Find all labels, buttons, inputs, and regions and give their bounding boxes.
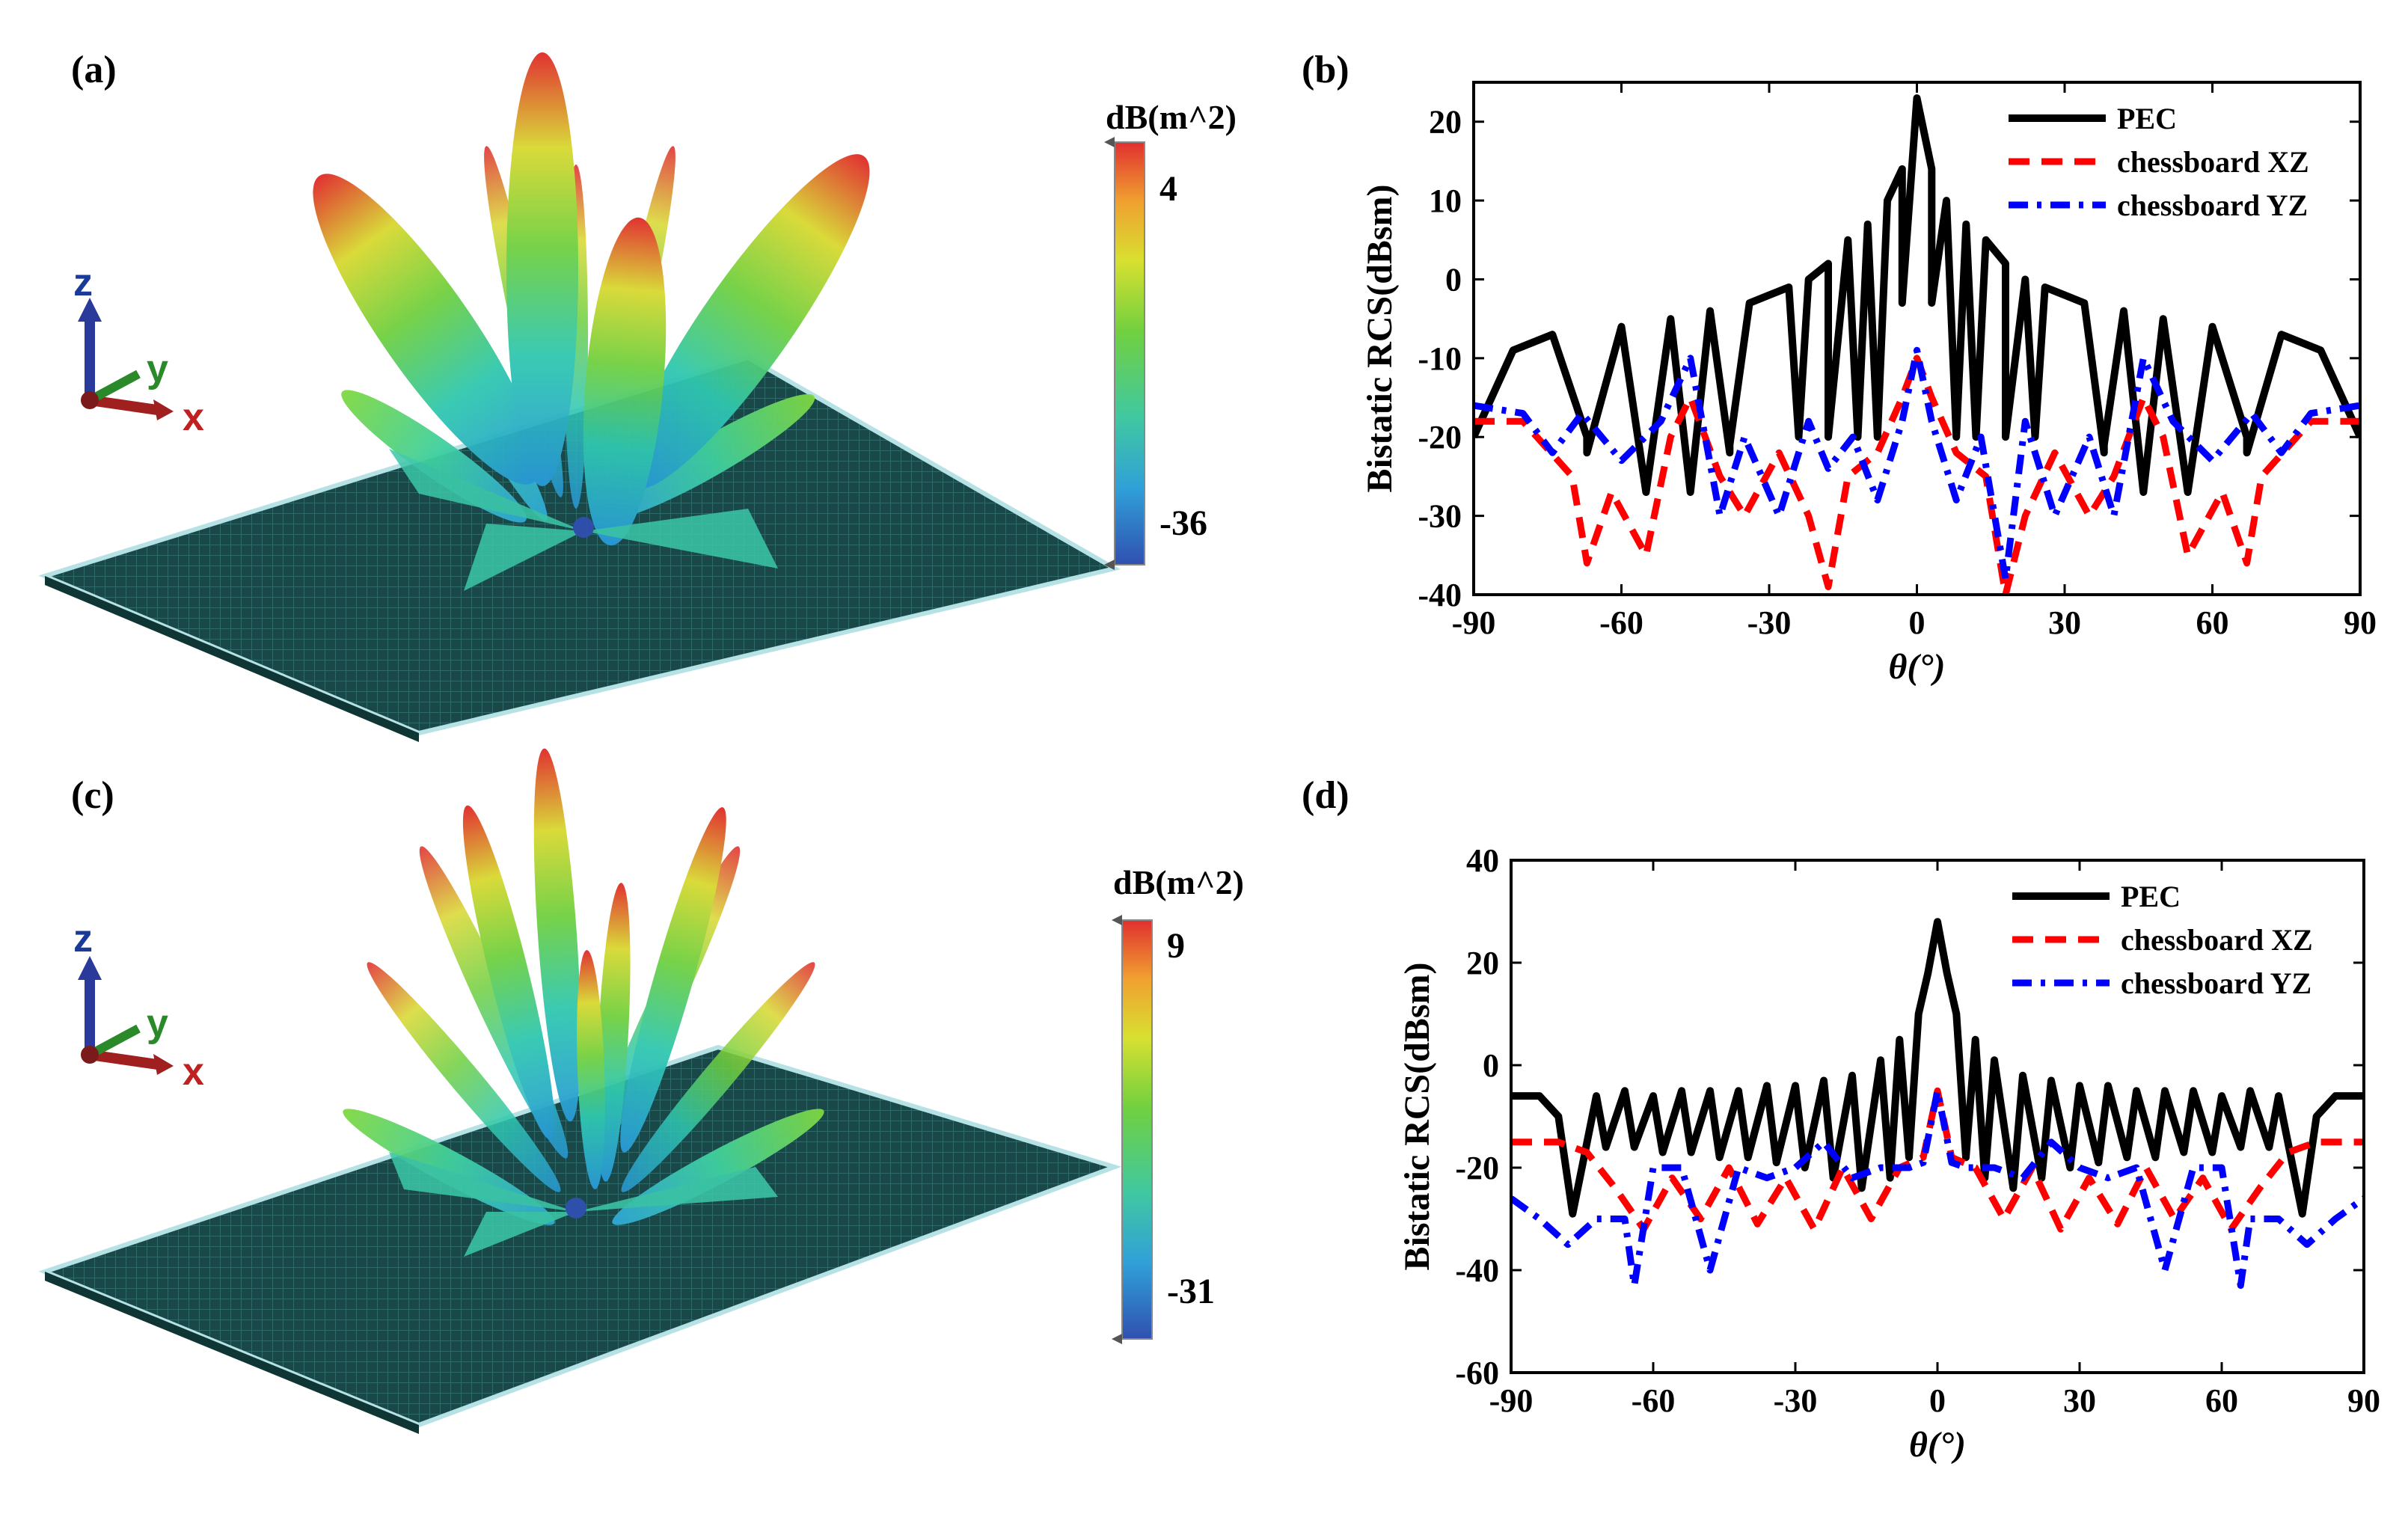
x-tick-label: 0 [1929, 1382, 1946, 1419]
panel-b: (b) -90 -60 -30 0 30 60 90 -40 -30 -20 -10 0 10 20 θ(°… [1302, 49, 2377, 687]
radiation-lobes [343, 748, 824, 1257]
panel-label-a: (a) [71, 49, 117, 91]
y-tick-label: 0 [1483, 1047, 1499, 1084]
y-tick-label: 40 [1466, 842, 1499, 879]
x-tick-label: -90 [1489, 1382, 1534, 1419]
colorbar-a: dB(m^2) 4 -36 [1104, 98, 1237, 570]
y-axis-title: Bistatic RCS(dBsm) [1360, 184, 1400, 492]
legend-label: chessboard XZ [2121, 923, 2313, 957]
chart-d: -90 -60 -30 0 30 60 90-60-40-2002040θ(°)Bistat… [1397, 842, 2380, 1465]
y-tick-label: 0 [1445, 261, 1462, 298]
legend: PEC chessboard XZ chessboard YZ [2009, 102, 2309, 222]
y-tick-label: 20 [1429, 104, 1462, 141]
y-tick-label: -40 [1418, 577, 1462, 613]
x-tick-label: -60 [1599, 604, 1643, 641]
x-axis-title: θ(°) [1888, 647, 1945, 687]
axis-label-x: x [183, 1050, 204, 1094]
series-line-chessboard-xz [1511, 1087, 2364, 1233]
x-tick-label: 60 [2196, 604, 2229, 641]
axes-triad-c: z y x [73, 917, 204, 1094]
colorbar-title: dB(m^2) [1106, 98, 1237, 136]
colorbar-min-label: -36 [1159, 503, 1207, 543]
y-tick-label: -30 [1418, 498, 1462, 535]
axis-label-y: y [147, 1002, 168, 1045]
y-tick-label: -20 [1418, 419, 1462, 456]
colorbar-max-label: 9 [1167, 926, 1185, 966]
y-axis-title: Bistatic RCS(dBsm) [1397, 962, 1437, 1270]
x-tick-label: 90 [2347, 1382, 2380, 1419]
plate-edge [45, 576, 419, 742]
panel-label-d: (d) [1302, 774, 1349, 817]
panel-label-c: (c) [71, 774, 114, 817]
y-tick-label: 20 [1466, 945, 1499, 981]
x-tick-label: -60 [1632, 1382, 1676, 1419]
x-tick-label: 30 [2063, 1382, 2096, 1419]
panel-c: (c) [38, 748, 1244, 1434]
x-tick-label: -30 [1774, 1382, 1818, 1419]
series-group [1511, 918, 2364, 1289]
y-tick-label: -40 [1455, 1252, 1499, 1289]
panel-d: (d) -90 -60 -30 0 30 60 90-60-40-2002040θ(°)Bi… [1302, 774, 2380, 1465]
series-line-pec [1511, 918, 2364, 1218]
y-tick-label: 10 [1429, 183, 1462, 219]
series-group [1474, 94, 2360, 595]
legend-label: PEC [2117, 102, 2177, 135]
series-line-chessboard-yz [1474, 346, 2360, 583]
scatter-pattern-3d-c [38, 748, 1122, 1434]
series-line-pec [1474, 94, 2360, 496]
x-tick-label: 30 [2048, 604, 2081, 641]
y-tick-label: -20 [1455, 1150, 1499, 1186]
axis-label-y: y [147, 347, 168, 390]
series-line-chessboard-xz [1474, 355, 2360, 595]
axis-label-x: x [183, 396, 204, 439]
legend: PEC chessboard XZ chessboard YZ [2012, 880, 2313, 1000]
colorbar-min-label: -31 [1167, 1272, 1215, 1311]
y-tick-label: -60 [1455, 1355, 1499, 1391]
legend-label: chessboard YZ [2121, 966, 2312, 1000]
axes-triad-a: z y x [73, 261, 204, 439]
x-tick-label: 0 [1909, 604, 1926, 641]
series-line-chessboard-yz [1511, 1087, 2364, 1289]
x-tick-label: 60 [2205, 1382, 2238, 1419]
x-tick-label: 90 [2344, 604, 2377, 641]
axis-label-z: z [73, 261, 93, 304]
legend-label: chessboard XZ [2117, 145, 2309, 179]
x-tick-label: -90 [1452, 604, 1496, 641]
colorbar-max-label: 4 [1159, 169, 1177, 209]
colorbar-title: dB(m^2) [1113, 863, 1244, 901]
axis-label-z: z [73, 917, 93, 960]
colorbar-c: dB(m^2) 9 -31 [1112, 863, 1244, 1344]
y-tick-label: -10 [1418, 340, 1462, 377]
legend-label: PEC [2121, 880, 2181, 913]
legend-label: chessboard YZ [2117, 189, 2308, 222]
x-tick-label: -30 [1747, 604, 1792, 641]
chart-b: -90 -60 -30 0 30 60 90 -40 -30 -20 -10 0 10 20 θ(°) Bis… [1360, 81, 2377, 687]
radiation-lobes [313, 52, 870, 591]
x-axis-title: θ(°) [1909, 1425, 1966, 1465]
scatter-pattern-3d-a [38, 52, 1121, 742]
panel-a: (a) [38, 49, 1237, 742]
panel-label-b: (b) [1302, 49, 1349, 91]
plate-edge [45, 1272, 419, 1434]
